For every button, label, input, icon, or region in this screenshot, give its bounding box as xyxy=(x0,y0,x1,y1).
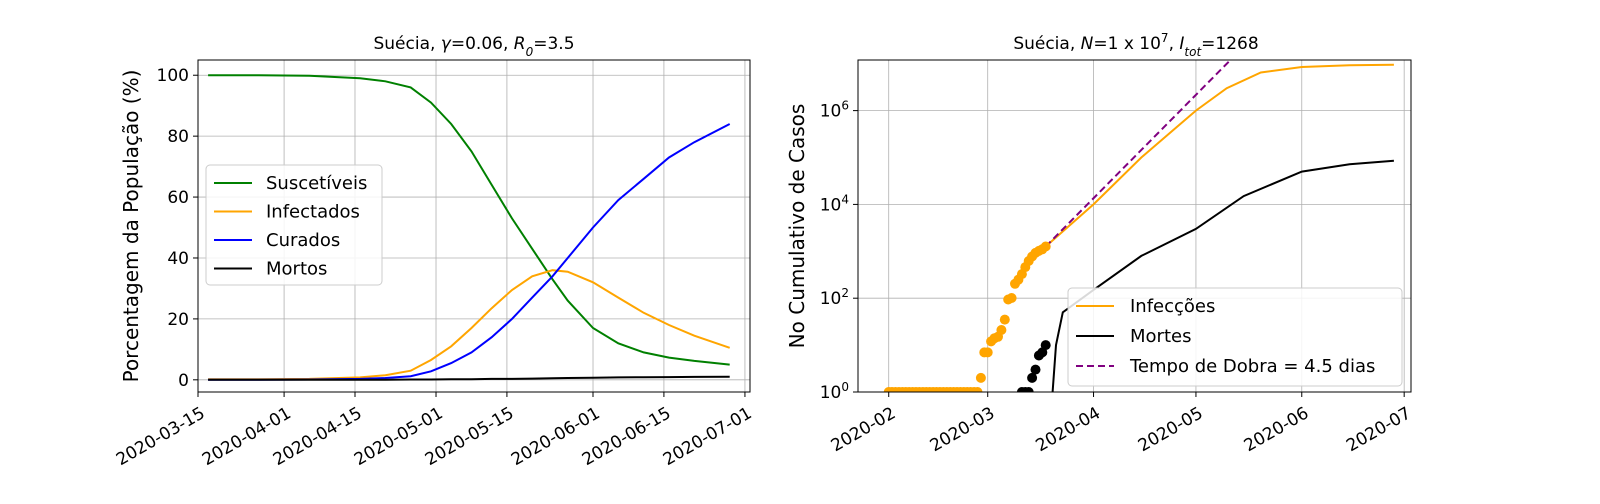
chart-left-x-ticks: 2020-03-152020-04-012020-04-152020-05-01… xyxy=(113,392,755,470)
legend-label-infectados: Infectados xyxy=(266,202,360,223)
scatter-point-mortes xyxy=(1027,372,1038,383)
legend-label-mortes: Mortes xyxy=(1130,326,1191,347)
chart-right-legend-box xyxy=(1067,287,1403,387)
scatter-point-infeccoes xyxy=(982,347,993,358)
y-tick-label: 104 xyxy=(820,192,849,215)
chart-right-lines xyxy=(883,60,1394,392)
series-line-suscetiveis xyxy=(208,74,730,366)
scatter-point-infeccoes xyxy=(999,314,1010,325)
scatter-point-infeccoes xyxy=(1006,293,1017,303)
scatter-point-infeccoes xyxy=(972,387,983,392)
scatter-point-infeccoes xyxy=(1040,241,1051,252)
chart-right-legend: Infecções Mortes Tempo de Dobra = 4.5 dias xyxy=(1067,287,1403,387)
chart-right: Suécia, N=1 x 107, Itot=1268 2020-02 2020… xyxy=(785,31,1415,456)
chart-left-legend: Suscetíveis Infectados Curados Mortos xyxy=(205,164,383,286)
scatter-point-infeccoes xyxy=(996,325,1007,335)
chart-left-ylabel: Porcentagem da População (%) xyxy=(119,70,143,383)
y-tick-label: 100 xyxy=(820,380,849,403)
series-line-infeccoes xyxy=(1045,63,1394,248)
chart-left-lines xyxy=(208,74,731,381)
legend-label-suscetiveis: Suscetíveis xyxy=(266,173,367,194)
legend-label-curados: Curados xyxy=(266,230,340,251)
y-tick-label: 60 xyxy=(167,188,189,208)
chart-left-y-ticks: 0 20 40 60 80 100 xyxy=(157,66,198,391)
series-line-mortes xyxy=(1051,159,1394,392)
legend-label-tempo-de-dobra-4-5-dias: Tempo de Dobra = 4.5 dias xyxy=(1129,356,1375,377)
x-tick-label: 2020-02 xyxy=(828,403,900,456)
chart-right-frame xyxy=(857,59,1412,393)
chart-right-x-ticks: 2020-02 2020-03 2020-04 2020-05 2020-06 2020-… xyxy=(828,392,1415,456)
legend-label-mortos: Mortos xyxy=(266,259,327,280)
y-tick-label: 80 xyxy=(167,127,189,147)
series-line-infectados xyxy=(208,269,731,381)
series-line-tempo-de-dobra-4-5-dias xyxy=(1044,60,1232,248)
x-tick-label: 2020-03 xyxy=(927,403,999,456)
x-tick-label: 2020-07 xyxy=(1343,403,1415,456)
scatter-point-mortes xyxy=(1023,387,1034,392)
scatter-point-mortes xyxy=(1040,340,1051,351)
x-tick-label: 2020-06 xyxy=(1241,403,1313,456)
legend-label-infeccoes: Infecções xyxy=(1130,296,1215,317)
y-tick-label: 106 xyxy=(820,99,849,122)
series-line-mortos xyxy=(208,375,730,381)
chart-right-y-ticks: 100 102 104 106 xyxy=(820,99,858,403)
chart-left-title: Suécia, γ=0.06, R0=3.5 xyxy=(373,34,574,59)
x-tick-label: 2020-07-01 xyxy=(660,403,756,470)
y-tick-label: 40 xyxy=(167,249,189,269)
y-tick-label: 102 xyxy=(820,286,849,309)
y-tick-label: 20 xyxy=(167,310,189,330)
x-tick-label: 2020-04 xyxy=(1033,403,1105,456)
x-tick-label: 2020-03-15 xyxy=(113,403,209,470)
x-tick-label: 2020-05 xyxy=(1135,403,1207,456)
y-tick-label: 100 xyxy=(157,66,189,86)
y-tick-label: 0 xyxy=(178,371,189,391)
chart-left-frame xyxy=(197,59,751,393)
chart-left: Suécia, γ=0.06, R0=3.5 2020-03-152020-04… xyxy=(113,34,755,470)
series-line-curados xyxy=(208,123,731,381)
scatter-point-mortes xyxy=(1030,364,1041,375)
chart-right-ylabel: No Cumulativo de Casos xyxy=(785,104,809,349)
chart-right-title: Suécia, N=1 x 107, Itot=1268 xyxy=(1013,31,1258,59)
chart-left-legend-box xyxy=(205,164,383,286)
scatter-point-infeccoes xyxy=(975,372,986,383)
